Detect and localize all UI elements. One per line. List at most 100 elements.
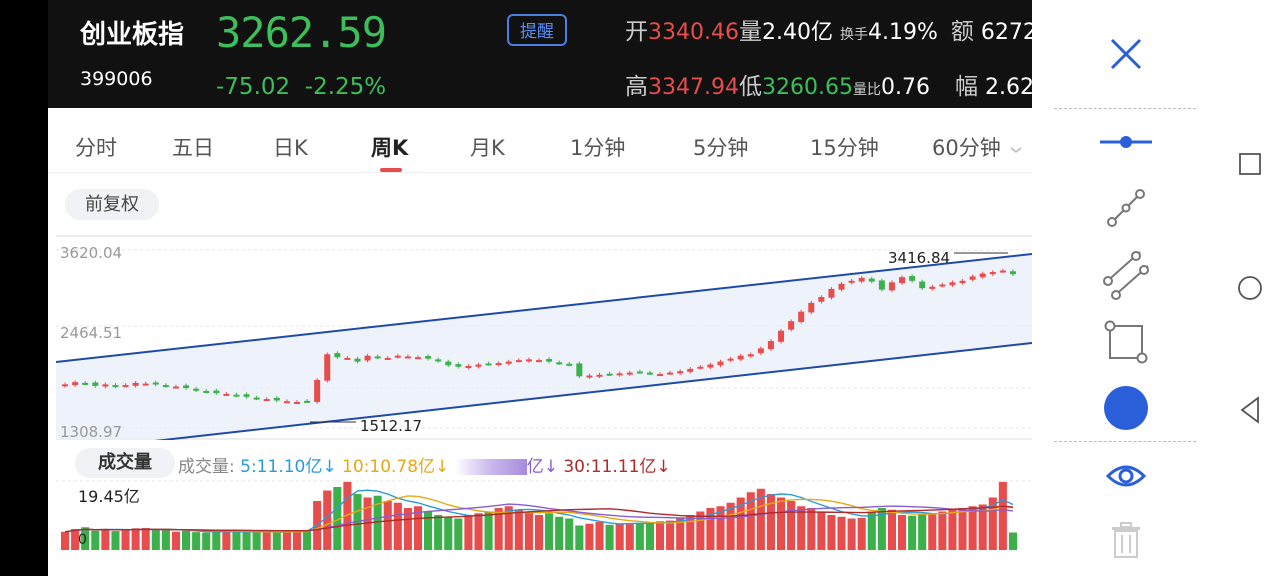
home-icon[interactable] (1237, 275, 1263, 301)
volume-bar (343, 481, 352, 550)
price-change: -75.02 -2.25% (216, 74, 386, 100)
volume-bar (494, 508, 503, 550)
volume-value: 2.40亿 (761, 20, 833, 45)
candle-body (122, 385, 129, 388)
tab-monthly-k[interactable]: 月K (470, 136, 505, 160)
candle-body (304, 400, 311, 403)
color-picker-icon[interactable] (1102, 384, 1150, 432)
chevron-down-icon (1010, 147, 1022, 153)
channel-upper-line[interactable] (55, 253, 1032, 363)
volume-bar (434, 515, 443, 550)
tab-daily-k[interactable]: 日K (273, 136, 308, 160)
drawing-tools-panel (1032, 0, 1280, 576)
tab-intraday[interactable]: 分时 (75, 136, 117, 160)
volume-bar (524, 511, 533, 550)
candle-body (525, 359, 532, 362)
candle-body (838, 283, 845, 290)
change-percent: -2.25% (304, 74, 387, 100)
candle-body (152, 382, 159, 385)
candle-body (657, 374, 664, 377)
volume-bar (262, 531, 271, 550)
volume-legend-prefix: 成交量: (178, 457, 241, 477)
volume-bar (565, 518, 574, 550)
volume-bar (716, 506, 725, 550)
volume-bar (282, 531, 291, 550)
candle-body (999, 270, 1006, 273)
volume-indicator-button[interactable]: 成交量 (75, 448, 175, 478)
candle-body (848, 280, 855, 283)
volume-bar (151, 529, 160, 550)
eye-icon[interactable] (1106, 460, 1146, 492)
recent-apps-icon[interactable] (1238, 152, 1262, 176)
volume-bar (555, 516, 564, 550)
volume-bar (706, 508, 715, 550)
candle-body (475, 364, 482, 367)
rectangle-tool-icon[interactable] (1102, 318, 1150, 366)
tab-15min[interactable]: 15分钟 (810, 136, 879, 160)
candle-body (646, 372, 653, 375)
candle-body (667, 372, 674, 375)
tab-five-day[interactable]: 五日 (172, 136, 214, 160)
volume-bar (807, 508, 816, 550)
candle-body (566, 363, 573, 366)
candle-body (606, 373, 613, 376)
quote-header: 创业板指 399006 3262.59 -75.02 -2.25% 提醒 开33… (48, 0, 1032, 108)
candle-body (687, 368, 694, 372)
parallel-channel-tool-icon[interactable] (1100, 248, 1152, 302)
volume-bar (504, 506, 513, 550)
amplitude-label: 幅 (954, 74, 978, 100)
volume-bar (585, 523, 594, 550)
volume-bar (676, 518, 685, 550)
candle-body (384, 357, 391, 360)
back-icon[interactable] (1238, 396, 1262, 424)
candlestick-chart[interactable]: 3620.04 2464.51 1308.97 3416.84 1512.17 (48, 228, 1032, 440)
volume-bar (545, 513, 554, 550)
volume-chart[interactable]: 19.45亿 0 (48, 480, 1032, 576)
volume-bar (413, 506, 423, 550)
candle-body (909, 276, 916, 281)
trash-icon[interactable] (1110, 522, 1142, 558)
close-icon[interactable] (1108, 36, 1144, 72)
volume-max-label: 19.45亿 (78, 487, 140, 506)
high-annotation: 3416.84 (888, 249, 950, 267)
candle-body (102, 384, 109, 387)
volume-bar (655, 521, 665, 550)
volume-bar (817, 511, 826, 550)
candle-body (193, 388, 200, 391)
channel-lower-line[interactable] (56, 342, 1032, 440)
candle-body (899, 277, 906, 284)
ma30-value: 30:11.11亿↓ (563, 457, 671, 477)
open-label: 开 (625, 19, 648, 45)
candle-body (344, 357, 351, 360)
volume-bar (615, 523, 624, 550)
volume-bar (787, 501, 796, 550)
volume-bar (746, 492, 755, 550)
remind-button[interactable]: 提醒 (507, 14, 567, 46)
volume-bar (877, 508, 886, 550)
candle-body (505, 361, 512, 364)
adjust-button[interactable]: 前复权 (65, 189, 159, 220)
candle-body (858, 277, 865, 282)
candle-body (586, 375, 593, 378)
volume-bar (474, 513, 483, 550)
volume-bar (797, 506, 806, 550)
candle-body (425, 356, 432, 359)
active-tab-indicator (380, 168, 402, 172)
horizontal-line-tool-icon[interactable] (1098, 130, 1154, 154)
candle-body (677, 371, 684, 374)
quote-app: 创业板指 399006 3262.59 -75.02 -2.25% 提醒 开33… (48, 0, 1032, 576)
tab-weekly-k[interactable]: 周K (371, 136, 409, 160)
segment-line-tool-icon[interactable] (1104, 186, 1148, 230)
candle-body (757, 348, 764, 354)
tab-1min[interactable]: 1分钟 (570, 136, 626, 160)
candle-body (62, 384, 69, 387)
open-value: 3340.46 (648, 20, 739, 45)
candle-body (435, 359, 442, 362)
tab-5min[interactable]: 5分钟 (693, 136, 749, 160)
candle-body (969, 276, 976, 280)
volume-bar (182, 530, 191, 550)
candle-body (747, 354, 754, 357)
volume-legend: 成交量: 5:11.10亿↓ 10:10.78亿↓ 亿↓ 30:11.11亿↓ (178, 452, 671, 477)
tab-60min[interactable]: 60分钟 (932, 132, 1023, 162)
candle-body (798, 311, 805, 322)
